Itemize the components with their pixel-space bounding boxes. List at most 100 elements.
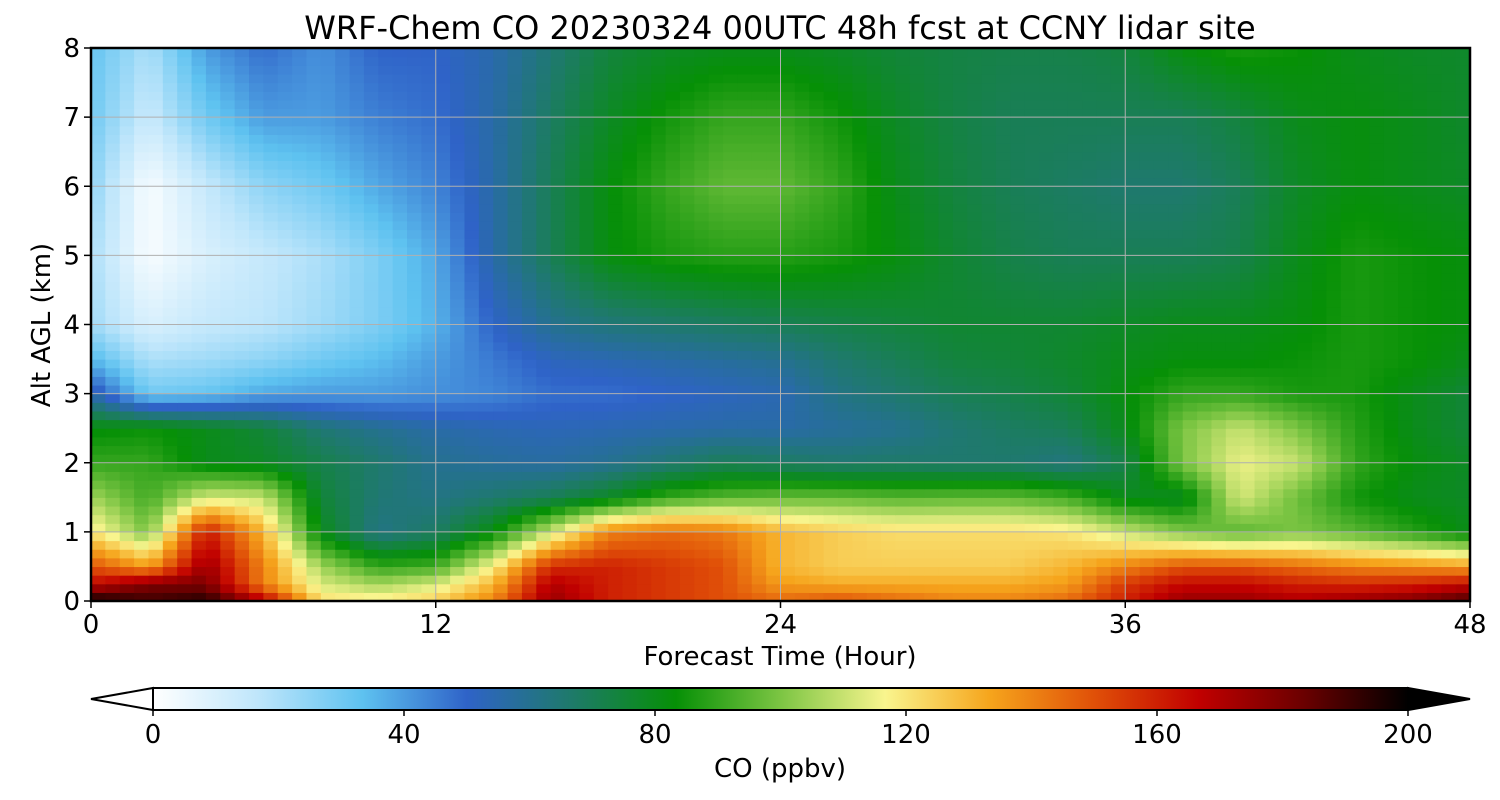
heatmap-cell [881,255,897,265]
heatmap-cell [909,436,925,447]
heatmap-cell [507,168,523,179]
heatmap-cell [349,367,365,377]
heatmap-cell [234,255,250,265]
heatmap-cell [651,289,667,300]
heatmap-cell [651,549,667,559]
heatmap-cell [981,592,997,601]
heatmap-cell [866,272,882,282]
heatmap-cell [1024,505,1040,516]
heatmap-cell [478,376,494,386]
heatmap-cell [579,324,595,334]
heatmap-cell [550,194,566,205]
heatmap-cell [478,307,494,317]
heatmap-cell [608,359,624,369]
heatmap-cell [134,419,150,429]
heatmap-cell [737,177,753,187]
heatmap-cell [1441,359,1457,369]
heatmap-cell [1211,514,1227,524]
heatmap-cell [1139,419,1155,429]
heatmap-cell [1182,488,1198,498]
heatmap-cell [91,168,106,179]
heatmap-cell [823,497,839,507]
heatmap-cell [1355,333,1371,343]
heatmap-cell [1455,272,1470,282]
heatmap-cell [924,497,940,507]
heatmap-cell [780,238,796,248]
heatmap-cell [521,583,537,593]
heatmap-cell [478,281,494,291]
heatmap-cell [608,212,624,222]
heatmap-cell [306,471,322,481]
heatmap-cell [435,324,451,334]
heatmap-cell [1283,246,1299,256]
heatmap-cell [579,168,595,179]
heatmap-cell [1053,324,1069,334]
heatmap-cell [1283,168,1299,179]
heatmap-cell [148,445,164,455]
heatmap-cell [794,505,810,516]
heatmap-cell [464,194,480,205]
heatmap-cell [148,203,164,213]
heatmap-cell [737,376,753,386]
heatmap-cell [866,281,882,291]
heatmap-cell [148,549,164,559]
heatmap-cell [723,454,738,464]
heatmap-cell [450,238,466,248]
heatmap-cell [1355,151,1371,161]
heatmap-cell [521,186,537,196]
heatmap-cell [435,480,451,490]
heatmap-cell [794,255,810,265]
heatmap-cell [1225,324,1241,334]
heatmap-cell [1283,471,1299,481]
heatmap-cell [1311,341,1327,352]
heatmap-cell [407,575,422,585]
heatmap-cell [191,566,207,576]
heatmap-cell [952,350,968,360]
heatmap-cell [191,350,207,360]
heatmap-cell [881,289,897,300]
heatmap-cell [1110,480,1126,490]
heatmap-cell [162,428,178,438]
heatmap-cell [1168,264,1184,274]
heatmap-cell [1383,289,1399,300]
heatmap-cell [1053,350,1069,360]
heatmap-cell [205,384,221,395]
heatmap-cell [320,462,336,472]
heatmap-cell [105,160,121,170]
heatmap-cell [1455,264,1470,274]
heatmap-cell [766,307,782,317]
heatmap-cell [1024,255,1040,265]
heatmap-cell [1053,307,1069,317]
heatmap-cell [593,324,609,334]
heatmap-cell [1082,246,1098,256]
heatmap-cell [565,194,580,205]
heatmap-cell [665,367,681,377]
heatmap-cell [1153,168,1169,179]
heatmap-cell [1211,168,1227,179]
heatmap-cell [1311,151,1327,161]
heatmap-cell [837,264,853,274]
heatmap-cell [292,523,308,533]
heatmap-cell [493,410,509,421]
heatmap-cell [363,220,379,231]
heatmap-cell [1082,592,1098,601]
heatmap-cell [464,255,480,265]
heatmap-cell [421,151,437,161]
heatmap-cell [967,384,983,395]
heatmap-cell [450,341,466,352]
heatmap-cell [1297,229,1313,239]
heatmap-cell [866,203,882,213]
heatmap-cell [1355,419,1371,429]
heatmap-cell [1268,229,1284,239]
heatmap-cell [809,324,825,334]
heatmap-cell [435,160,451,170]
heatmap-cell [1024,480,1040,490]
heatmap-cell [378,523,394,533]
heatmap-cell [1369,177,1385,187]
heatmap-cell [105,410,121,421]
heatmap-cell [363,203,379,213]
heatmap-cell [924,151,940,161]
heatmap-cell [105,203,121,213]
heatmap-cell [177,454,193,464]
heatmap-cell [952,436,968,447]
